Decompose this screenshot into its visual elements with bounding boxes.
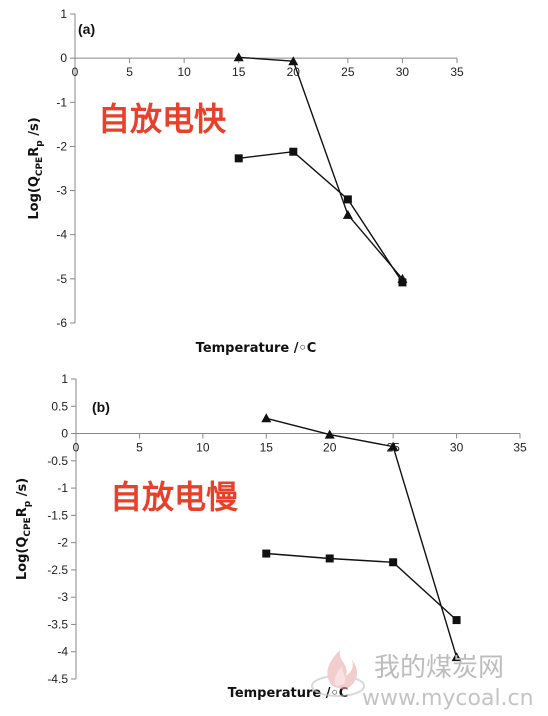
x-axis-label: Temperature /◦C	[196, 341, 317, 356]
data-point-triangle	[388, 441, 399, 451]
data-point-square	[289, 147, 298, 156]
y-tick-label: -6	[56, 316, 67, 330]
y-tick-label: 0	[61, 427, 68, 441]
data-point-triangle	[342, 209, 353, 219]
data-point-triangle	[261, 413, 272, 423]
series-line-triangle	[238, 56, 403, 280]
y-tick-label: -3.5	[47, 617, 68, 631]
y-tick-label: -4	[57, 645, 68, 659]
x-tick-label: 30	[450, 441, 464, 455]
data-point-triangle	[288, 56, 299, 66]
data-point-triangle	[324, 429, 335, 439]
data-point-square	[343, 195, 352, 204]
x-tick-label: 20	[287, 65, 301, 79]
y-axis-label: Log(QCPERp /s)	[27, 117, 45, 219]
y-tick-label: -3	[56, 184, 67, 198]
watermark: 我的煤炭网 www.mycoal.cn	[311, 650, 534, 711]
watermark-url: www.mycoal.cn	[362, 686, 534, 711]
y-tick-label: 1	[60, 7, 67, 21]
y-tick-label: -2	[56, 139, 67, 153]
y-tick-label: -1	[57, 481, 68, 495]
chart-panel-b: 1 0.5 0 -0.5 -1 -1.5 -2 -2.5 -3 -3.5 -4 -4.5 0 5 10 15 2…	[15, 372, 527, 701]
x-tick-label: 35	[513, 441, 527, 455]
y-tick-label: -1.5	[47, 508, 68, 522]
y-tick-label: -2.5	[47, 563, 68, 577]
panel-label: (a)	[78, 21, 95, 37]
x-tick-label: 30	[396, 65, 410, 79]
watermark-flame-icon	[311, 650, 365, 697]
panel-label: (b)	[92, 399, 110, 415]
series-line-square	[238, 150, 403, 283]
y-tick-label: -4	[56, 228, 67, 242]
y-axis-label: Log(QCPERp /s)	[15, 478, 33, 580]
y-tick-label: -4.5	[47, 672, 68, 686]
y-tick-label: -1	[56, 95, 67, 109]
x-axis-label: Temperature /◦C	[228, 686, 349, 701]
data-point-square	[234, 154, 243, 163]
x-tick-label: 25	[341, 65, 355, 79]
data-point-square	[398, 278, 407, 287]
data-point-triangle	[451, 652, 462, 662]
y-tick-label: -3	[57, 590, 68, 604]
x-tick-label: 15	[260, 441, 274, 455]
x-tick-label: 10	[196, 441, 210, 455]
x-tick-label: 35	[450, 65, 464, 79]
y-tick-label: 1	[61, 372, 68, 386]
y-tick-label: 0.5	[51, 399, 68, 413]
x-tick-label: 10	[177, 65, 191, 79]
data-point-triangle	[233, 52, 244, 62]
x-tick-label: 0	[72, 65, 79, 79]
series-line-triangle	[266, 417, 458, 658]
x-tick-label: 5	[126, 65, 133, 79]
data-point-square	[262, 549, 271, 558]
data-point-square	[325, 554, 334, 563]
x-tick-label: 15	[232, 65, 246, 79]
annotation-label: 自放电慢	[110, 478, 239, 516]
series-line-square	[266, 552, 458, 621]
y-tick-label: -2	[57, 536, 68, 550]
y-tick-label: -5	[56, 272, 67, 286]
data-point-square	[452, 616, 461, 625]
y-tick-label: -0.5	[47, 454, 68, 468]
data-point-square	[389, 558, 398, 567]
x-tick-label: 20	[323, 441, 337, 455]
x-tick-label: 5	[136, 441, 143, 455]
y-tick-label: 0	[60, 51, 67, 65]
x-tick-label: 0	[73, 441, 80, 455]
chart-panel-a: 10-1-2-3-4-5-60 5 10 15 20 25 30 35(a)自放电快Tempe…	[27, 7, 464, 356]
watermark-text: 我的煤炭网	[374, 653, 504, 683]
annotation-label: 自放电快	[98, 100, 227, 138]
